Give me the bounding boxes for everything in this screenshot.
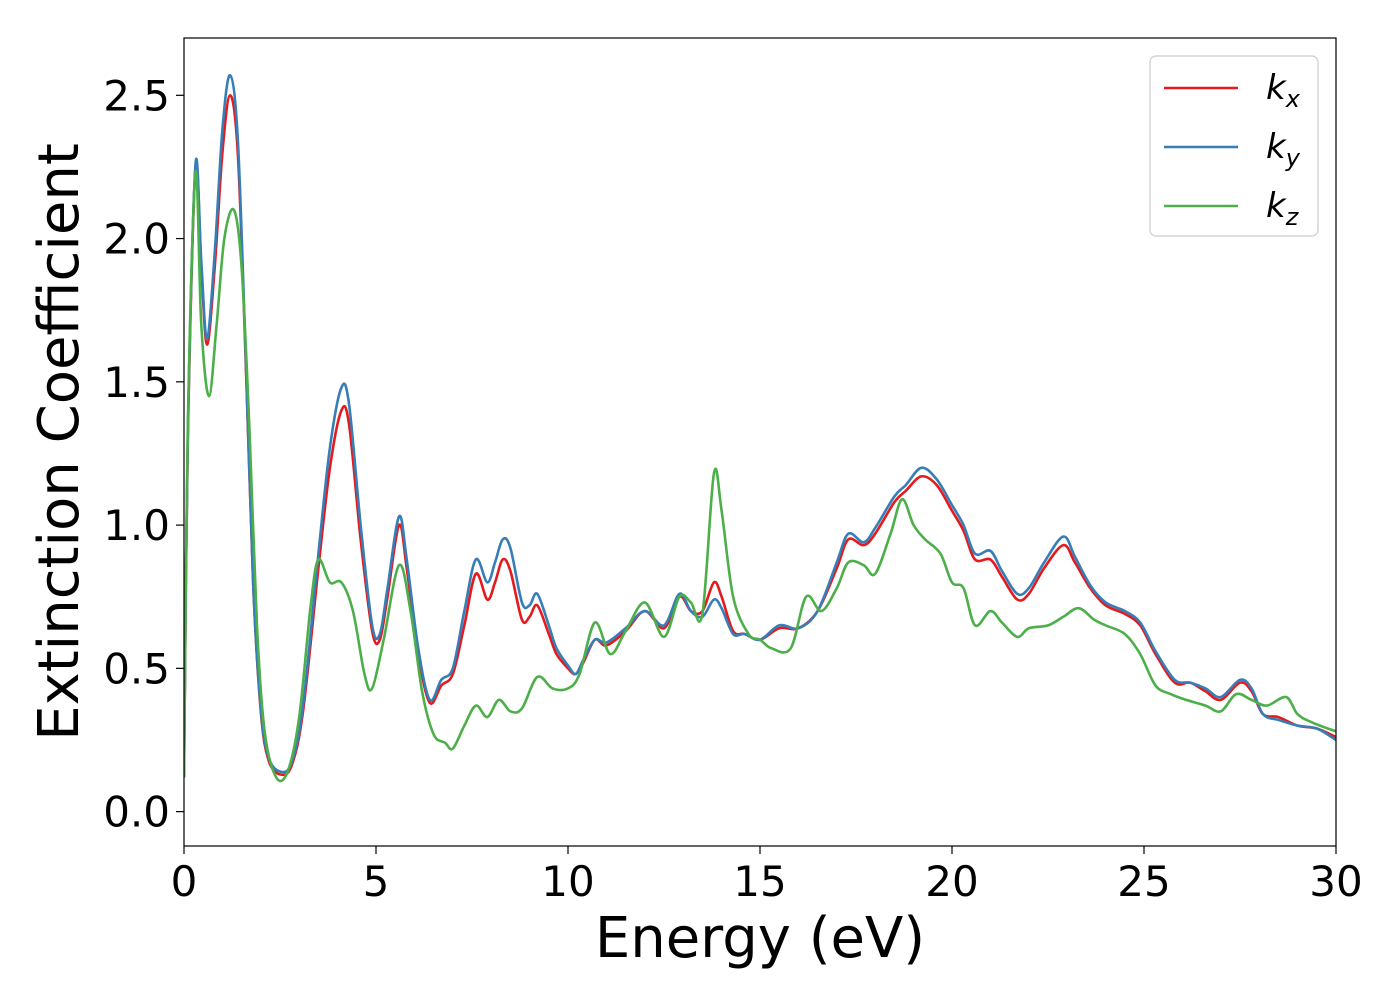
legend-label: kx (1266, 68, 1301, 113)
x-tick-label: 10 (541, 857, 594, 906)
y-tick-label: 2.5 (103, 71, 170, 120)
series-line-k-z (184, 169, 1336, 783)
legend-label: ky (1266, 127, 1301, 172)
y-tick-label: 2.0 (103, 215, 170, 264)
x-tick-label: 0 (171, 857, 198, 906)
y-axis-ticks: 0.0 0.5 1.0 1.5 2.0 2.5 (103, 71, 184, 837)
y-tick-label: 1.0 (103, 501, 170, 550)
legend-entry-k-x: kx (1164, 68, 1301, 113)
y-tick-label: 0.0 (103, 788, 170, 837)
x-tick-label: 30 (1309, 857, 1362, 906)
y-tick-label: 0.5 (103, 644, 170, 693)
series-layer (184, 73, 1336, 783)
y-tick-label: 1.5 (103, 358, 170, 407)
x-tick-label: 25 (1117, 857, 1170, 906)
x-tick-label: 20 (925, 857, 978, 906)
x-tick-label: 5 (363, 857, 390, 906)
legend: kx ky kz (1149, 55, 1319, 237)
x-axis-label: Energy (eV) (595, 906, 925, 971)
legend-label: kz (1266, 186, 1300, 231)
x-axis-ticks: 0 5 10 15 20 25 30 (171, 846, 1363, 906)
y-axis-label: Extinction Coefficient (27, 143, 92, 741)
legend-entry-k-z: kz (1164, 186, 1300, 231)
legend-entry-k-y: ky (1164, 127, 1301, 172)
x-tick-label: 15 (733, 857, 786, 906)
